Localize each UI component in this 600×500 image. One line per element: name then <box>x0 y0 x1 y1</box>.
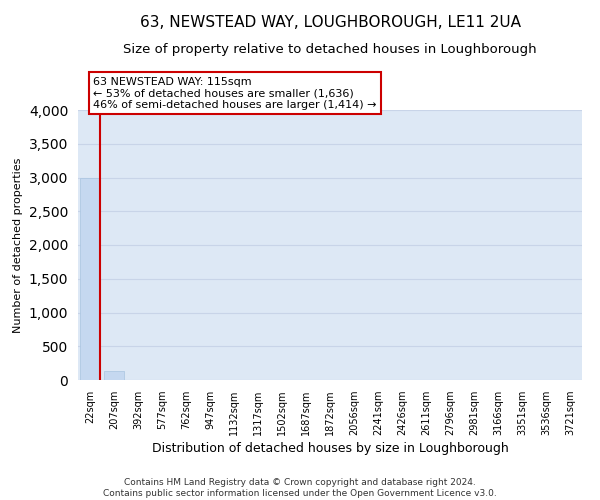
Text: 63, NEWSTEAD WAY, LOUGHBOROUGH, LE11 2UA: 63, NEWSTEAD WAY, LOUGHBOROUGH, LE11 2UA <box>139 15 521 30</box>
Bar <box>80 178 100 380</box>
Text: 63 NEWSTEAD WAY: 115sqm
← 53% of detached houses are smaller (1,636)
46% of semi: 63 NEWSTEAD WAY: 115sqm ← 53% of detache… <box>93 77 377 110</box>
Bar <box>104 371 124 380</box>
Y-axis label: Number of detached properties: Number of detached properties <box>13 158 23 332</box>
X-axis label: Distribution of detached houses by size in Loughborough: Distribution of detached houses by size … <box>152 442 508 455</box>
Text: Contains HM Land Registry data © Crown copyright and database right 2024.
Contai: Contains HM Land Registry data © Crown c… <box>103 478 497 498</box>
Text: Size of property relative to detached houses in Loughborough: Size of property relative to detached ho… <box>123 42 537 56</box>
